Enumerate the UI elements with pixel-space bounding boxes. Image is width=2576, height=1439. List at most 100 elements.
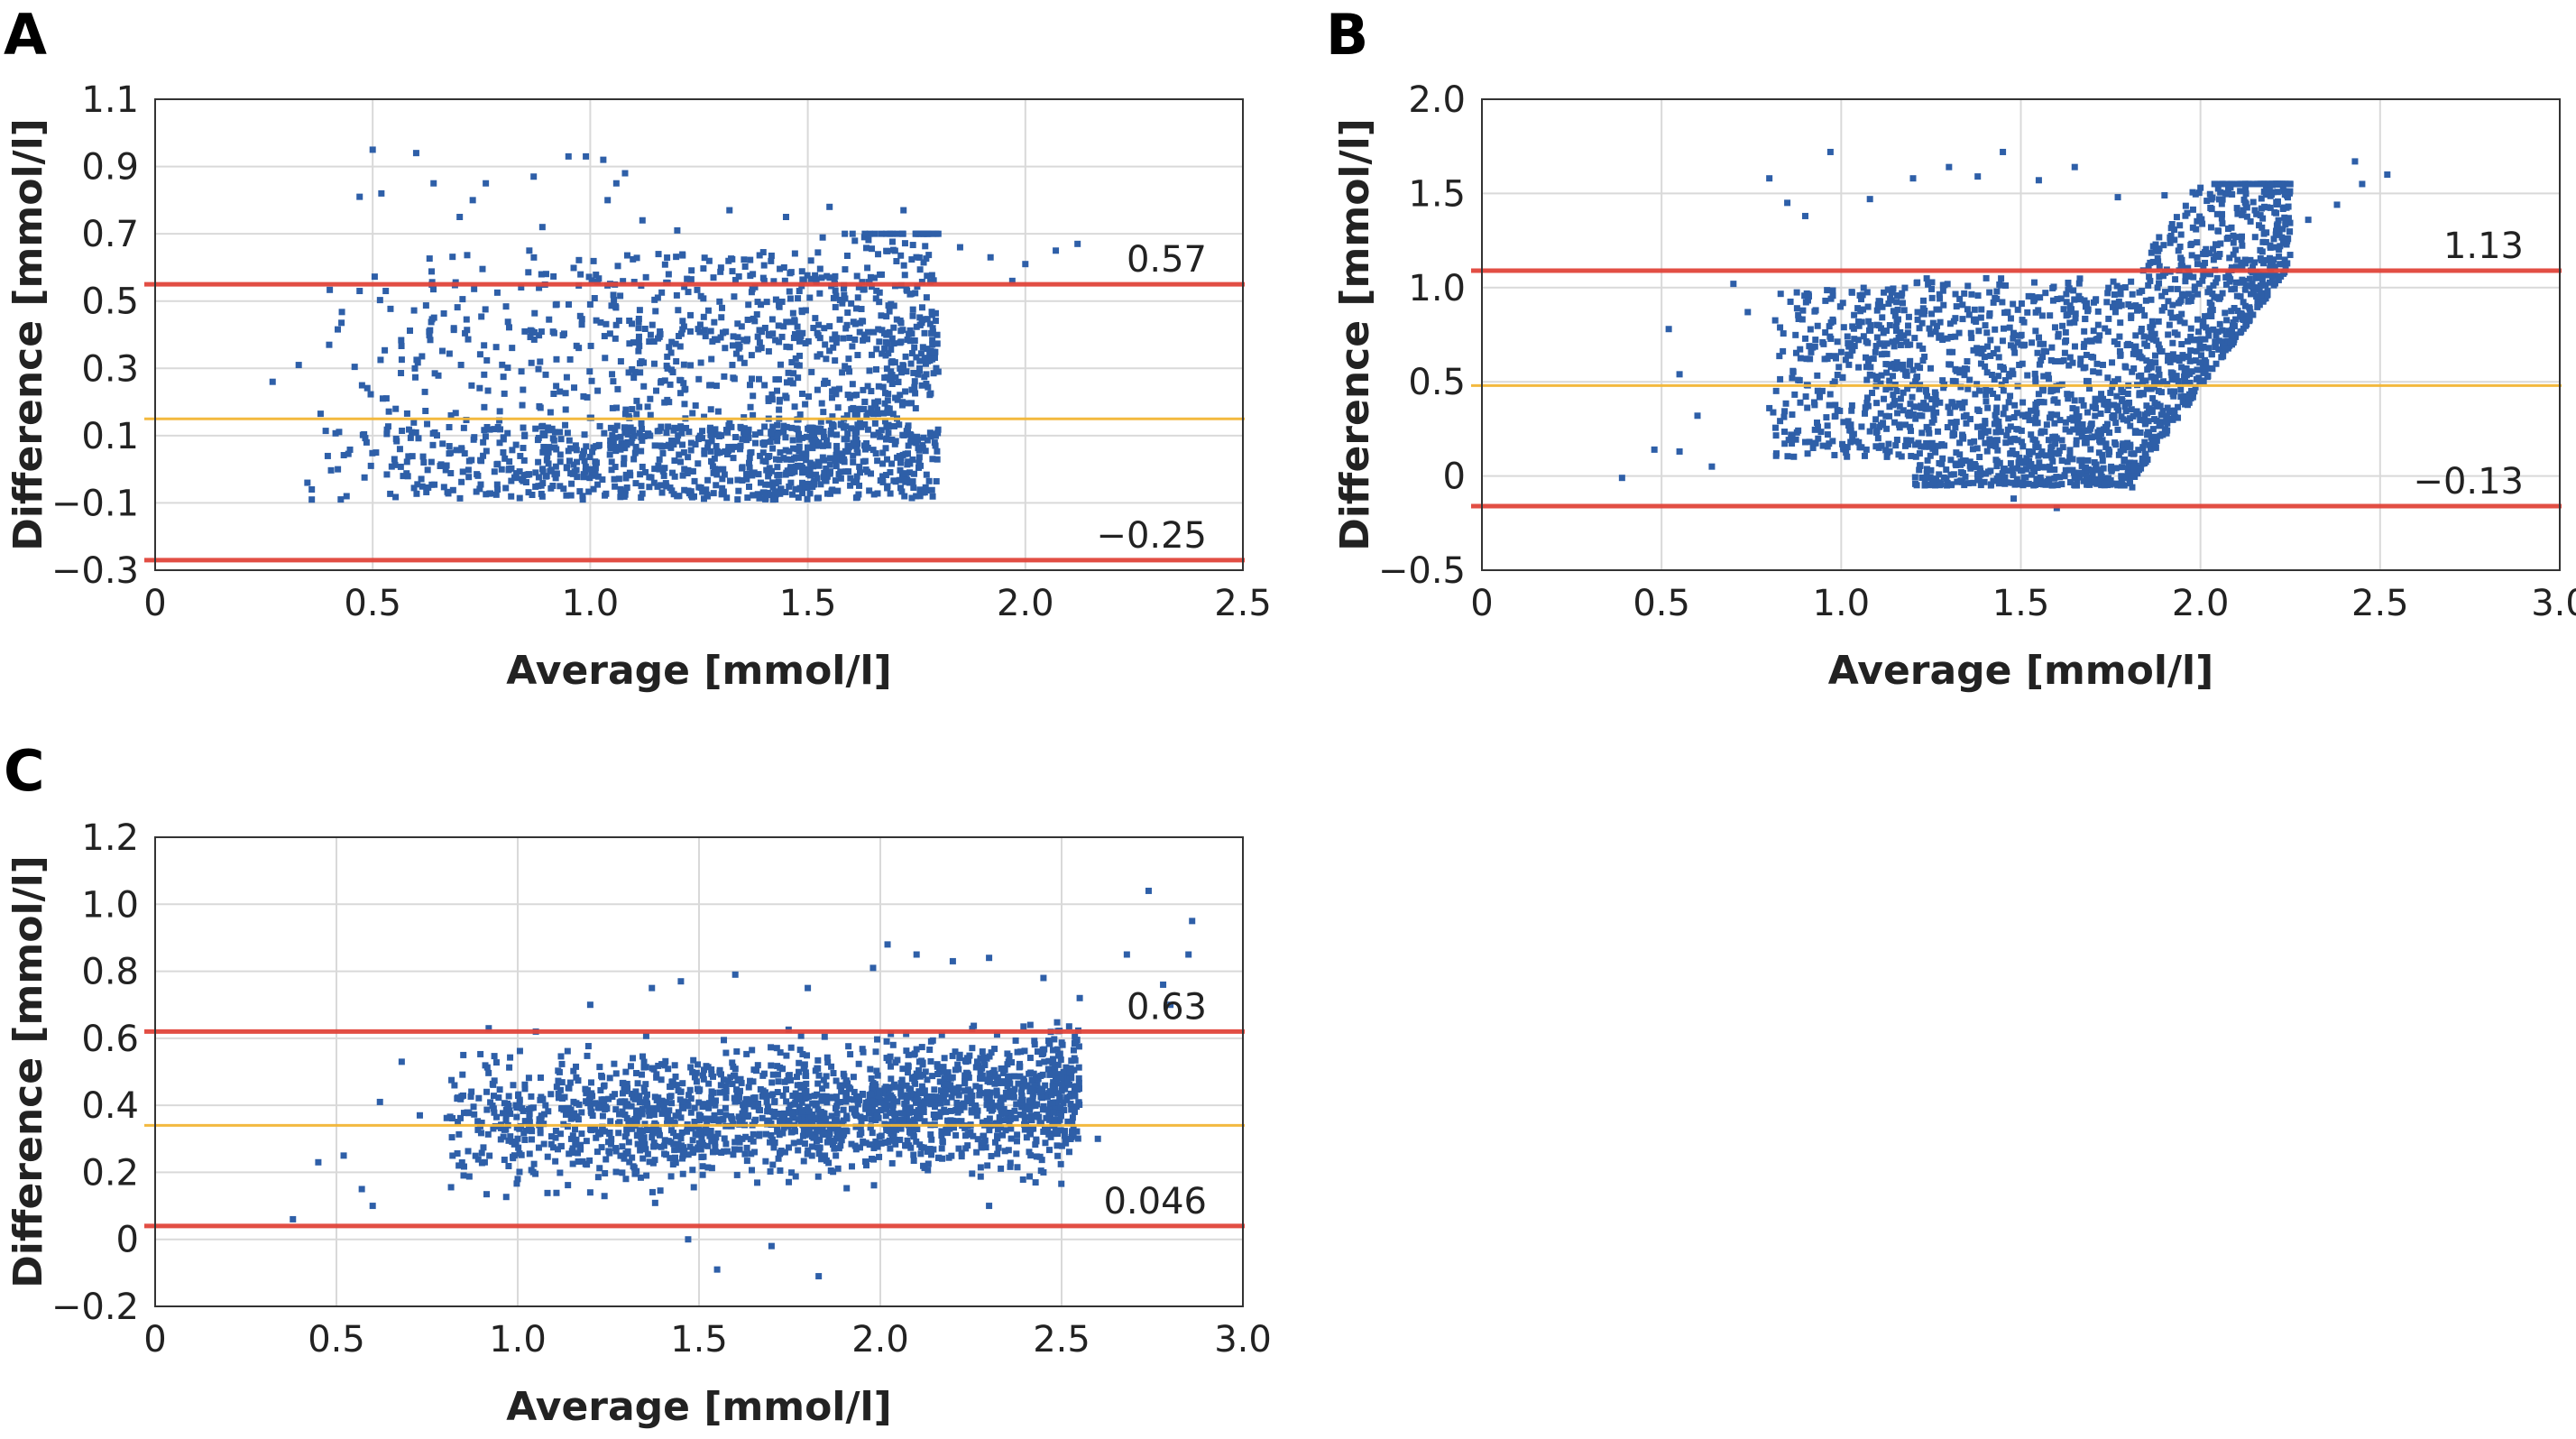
data-point — [2280, 188, 2287, 195]
data-point — [2233, 292, 2240, 300]
data-point — [2139, 455, 2146, 462]
data-point — [562, 406, 569, 413]
data-point — [2143, 357, 2150, 364]
data-point — [440, 484, 447, 491]
data-point — [826, 455, 833, 462]
data-point — [818, 400, 825, 407]
data-point — [720, 466, 727, 473]
data-point — [458, 478, 465, 485]
data-point — [547, 1140, 555, 1148]
data-point — [382, 346, 389, 354]
data-point — [557, 436, 565, 443]
data-point — [483, 180, 490, 187]
data-point — [1952, 424, 1959, 431]
data-point — [491, 468, 498, 475]
data-point — [955, 1092, 962, 1099]
data-point — [1999, 299, 2006, 306]
scatter-points-b — [1618, 148, 2391, 512]
data-point — [2031, 437, 2038, 444]
data-point — [816, 290, 823, 297]
data-point — [753, 1067, 760, 1075]
data-point — [426, 255, 433, 263]
data-point — [1057, 1127, 1064, 1134]
data-point — [661, 399, 668, 406]
data-point — [2069, 359, 2076, 366]
data-point — [552, 1134, 559, 1141]
data-point — [308, 496, 316, 503]
data-point — [1008, 277, 1016, 284]
data-point — [729, 268, 736, 275]
data-point — [1920, 297, 1927, 304]
data-point — [1781, 429, 1789, 436]
data-point — [2207, 224, 2214, 231]
data-point — [2272, 231, 2279, 238]
data-point — [768, 492, 775, 499]
data-point — [2196, 359, 2203, 366]
data-point — [672, 1112, 679, 1120]
data-point — [775, 1155, 782, 1162]
data-point — [869, 351, 876, 358]
data-point — [2281, 191, 2288, 198]
data-point — [1882, 327, 1890, 335]
data-point — [2241, 256, 2249, 263]
data-point — [2002, 439, 2010, 447]
data-point — [847, 482, 854, 489]
data-point — [1792, 331, 1799, 338]
data-point — [888, 346, 895, 353]
data-point — [2095, 337, 2102, 344]
data-point — [681, 386, 688, 393]
data-point — [1073, 1128, 1081, 1135]
data-point — [429, 430, 437, 438]
data-point — [2035, 177, 2042, 184]
data-point — [2075, 292, 2083, 300]
data-point — [750, 271, 757, 278]
data-point — [1896, 402, 1903, 410]
data-point — [757, 429, 764, 436]
data-point — [915, 371, 922, 378]
data-point — [1063, 1064, 1070, 1071]
data-point — [889, 410, 897, 418]
data-point — [1974, 406, 1982, 413]
data-point — [683, 424, 690, 431]
data-point — [538, 493, 546, 500]
data-point — [780, 323, 787, 330]
data-point — [836, 297, 843, 304]
data-point — [842, 230, 849, 237]
data-point — [1982, 363, 1989, 370]
data-point — [934, 1071, 942, 1078]
data-point — [751, 283, 759, 291]
data-point — [1961, 290, 1968, 297]
data-point — [890, 340, 897, 347]
data-point — [491, 1077, 498, 1084]
data-point — [878, 1107, 885, 1114]
data-point — [641, 325, 649, 332]
data-point — [798, 390, 805, 397]
data-point — [2093, 296, 2100, 303]
data-point — [630, 339, 637, 346]
data-point — [1013, 1138, 1020, 1145]
data-point — [888, 372, 896, 379]
data-point — [573, 342, 580, 349]
data-point — [769, 423, 777, 430]
data-point — [851, 1142, 859, 1149]
data-point — [2189, 393, 2196, 401]
data-point — [713, 1134, 720, 1141]
data-point — [2165, 331, 2172, 338]
data-point — [1063, 1139, 1070, 1147]
data-point — [2035, 444, 2042, 451]
data-point — [2183, 365, 2190, 373]
data-point — [958, 1153, 965, 1160]
data-point — [1992, 429, 2000, 436]
data-point — [751, 318, 759, 325]
data-point — [338, 319, 345, 327]
data-point — [1918, 443, 1925, 450]
data-point — [869, 447, 877, 454]
data-point — [2249, 288, 2257, 295]
data-point — [927, 1101, 934, 1108]
data-point — [509, 345, 516, 352]
data-point — [1905, 313, 1912, 320]
data-point — [2179, 352, 2186, 359]
data-point — [2063, 299, 2070, 306]
data-point — [1844, 333, 1851, 340]
